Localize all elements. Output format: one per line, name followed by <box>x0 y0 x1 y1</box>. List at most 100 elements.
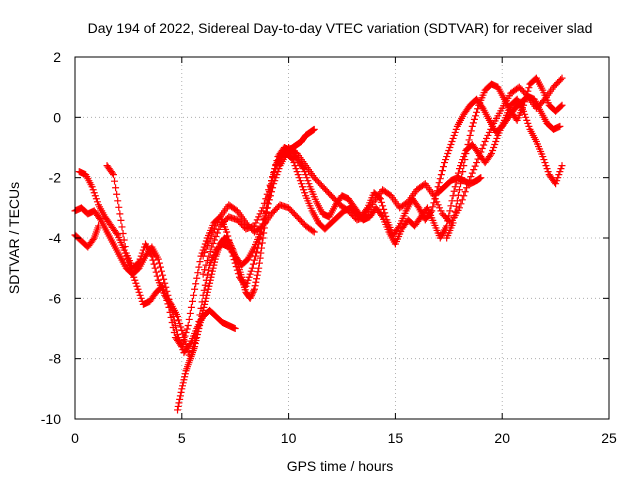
data-point <box>183 325 191 333</box>
y-tick-label: 0 <box>53 109 61 125</box>
data-point <box>523 91 531 99</box>
data-point <box>212 222 220 230</box>
data-point <box>521 98 529 106</box>
data-point <box>304 177 312 185</box>
data-point <box>472 112 479 120</box>
data-point <box>177 388 185 396</box>
data-point <box>458 196 466 204</box>
data-point <box>223 228 231 236</box>
data-point <box>168 318 176 326</box>
data-point <box>292 165 300 173</box>
y-tick-label: 2 <box>53 49 61 65</box>
data-point <box>113 190 121 198</box>
data-point <box>488 150 496 158</box>
data-point <box>226 239 234 247</box>
data-point <box>269 173 277 181</box>
data-point <box>201 297 209 305</box>
data-point <box>455 165 463 173</box>
data-point <box>208 267 216 275</box>
data-point <box>203 288 211 296</box>
data-point <box>444 150 452 158</box>
data-point <box>477 174 485 182</box>
data-point <box>436 175 444 183</box>
data-point <box>453 197 461 205</box>
data-point <box>289 156 297 164</box>
data-point <box>255 213 263 221</box>
data-point <box>265 186 273 194</box>
data-point <box>541 159 549 167</box>
data-point <box>485 128 493 136</box>
data-point <box>184 321 192 329</box>
data-point <box>228 243 236 251</box>
data-point <box>129 270 137 278</box>
data-point <box>290 159 298 167</box>
data-point <box>203 257 211 265</box>
data-point <box>248 264 256 272</box>
data-point <box>210 261 218 269</box>
data-point <box>249 288 257 296</box>
x-tick-label: 5 <box>178 430 186 446</box>
data-point <box>152 268 160 276</box>
data-point <box>558 101 566 109</box>
data-point <box>468 169 476 177</box>
y-tick-label: -2 <box>49 170 62 186</box>
data-point <box>270 169 278 177</box>
data-point <box>181 337 189 345</box>
data-point <box>524 87 532 95</box>
data-point <box>154 255 162 263</box>
data-point <box>451 208 459 216</box>
data-point <box>208 243 216 251</box>
data-point <box>539 153 547 161</box>
data-point <box>195 263 203 271</box>
data-point <box>196 258 204 266</box>
data-point <box>187 303 195 311</box>
data-point <box>118 223 126 231</box>
data-point <box>199 306 207 314</box>
data-point <box>379 202 387 210</box>
data-point <box>480 141 488 149</box>
data-point <box>260 229 268 237</box>
data-point <box>191 285 199 293</box>
data-point <box>202 261 210 269</box>
data-point <box>109 171 117 179</box>
data-point <box>117 216 125 224</box>
x-tick-label: 15 <box>388 430 404 446</box>
data-point <box>198 309 206 317</box>
data-point <box>196 318 204 326</box>
data-point <box>181 370 189 378</box>
data-point <box>180 334 188 342</box>
data-point <box>437 207 445 215</box>
data-point <box>445 147 453 155</box>
data-point <box>273 161 281 169</box>
data-point <box>467 127 475 135</box>
data-point <box>288 155 296 163</box>
data-point <box>193 334 201 342</box>
data-point <box>441 159 449 167</box>
data-point <box>450 187 458 195</box>
data-point <box>525 122 533 130</box>
data-point <box>442 156 450 164</box>
data-point <box>193 274 201 282</box>
data-point <box>246 294 254 302</box>
data-point <box>116 210 124 218</box>
data-point <box>182 341 190 349</box>
data-point <box>115 203 123 211</box>
data-point <box>201 249 209 257</box>
data-point <box>135 258 143 266</box>
data-point <box>113 229 121 237</box>
data-point <box>192 337 200 345</box>
y-tick-label: -4 <box>49 230 62 246</box>
data-point <box>134 285 142 293</box>
data-point <box>251 282 259 290</box>
data-point <box>477 148 485 156</box>
data-point <box>196 321 204 329</box>
data-point <box>156 263 164 271</box>
data-point <box>167 313 175 321</box>
data-point <box>203 291 211 299</box>
data-point <box>461 188 469 196</box>
data-point <box>112 184 120 192</box>
data-point <box>454 191 462 199</box>
data-point <box>188 297 196 305</box>
data-point <box>138 249 146 257</box>
